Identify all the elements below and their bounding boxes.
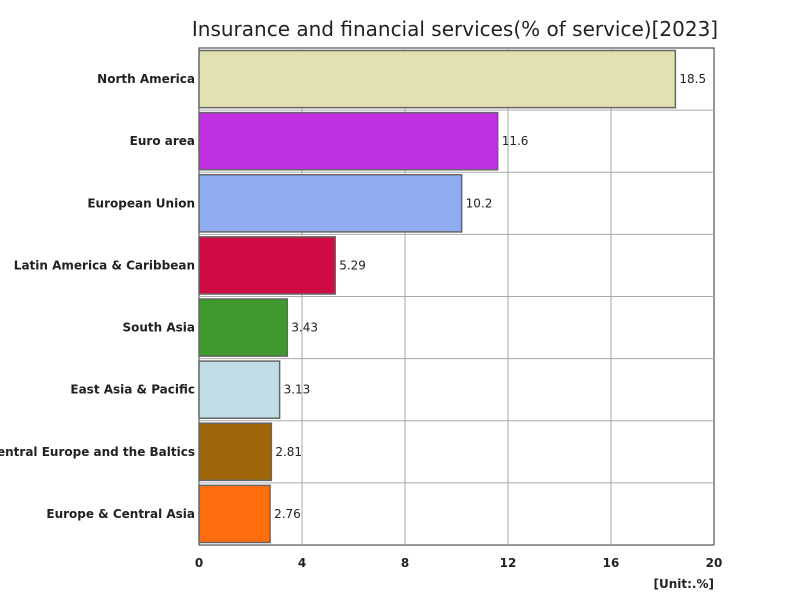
x-tick-label: 16: [603, 556, 620, 570]
bar: [198, 236, 336, 295]
value-labels: 18.5 11.6 10.2 5.29 3.43 3.13 2.81 2.76: [274, 72, 706, 521]
bar: [198, 49, 677, 109]
x-tick-label: 8: [401, 556, 409, 570]
chart-title: Insurance and financial services(% of se…: [192, 17, 718, 41]
category-label: Euro area: [130, 134, 195, 148]
category-label: European Union: [87, 196, 195, 210]
x-tick-label: 0: [195, 556, 203, 570]
value-label: 3.43: [291, 321, 318, 335]
bar: [198, 360, 281, 420]
value-label: 3.13: [284, 383, 311, 397]
x-tick-label: 4: [298, 556, 306, 570]
value-label: 10.2: [466, 196, 493, 210]
bars: [198, 49, 677, 544]
x-tick-label: 12: [500, 556, 517, 570]
category-label: East Asia & Pacific: [70, 383, 195, 397]
value-label: 18.5: [679, 72, 706, 86]
bar: [198, 298, 289, 357]
category-labels: North America Euro area European Union Lati…: [0, 72, 195, 521]
bar: [198, 173, 463, 233]
category-label: Europe & Central Asia: [46, 507, 195, 521]
bar: [198, 484, 271, 544]
value-label: 11.6: [502, 134, 529, 148]
bar: [198, 422, 273, 482]
x-tick-label: 20: [706, 556, 723, 570]
unit-label: [Unit:.%]: [654, 577, 715, 591]
category-label: Latin America & Caribbean: [14, 258, 195, 272]
bar: [198, 111, 499, 171]
x-axis-ticks: 0 4 8 12 16 20: [195, 556, 723, 570]
category-label: North America: [97, 72, 195, 86]
value-label: 2.81: [275, 445, 302, 459]
category-label: Central Europe and the Baltics: [0, 445, 195, 459]
category-label: South Asia: [122, 321, 195, 335]
value-label: 5.29: [339, 258, 366, 272]
value-label: 2.76: [274, 507, 301, 521]
